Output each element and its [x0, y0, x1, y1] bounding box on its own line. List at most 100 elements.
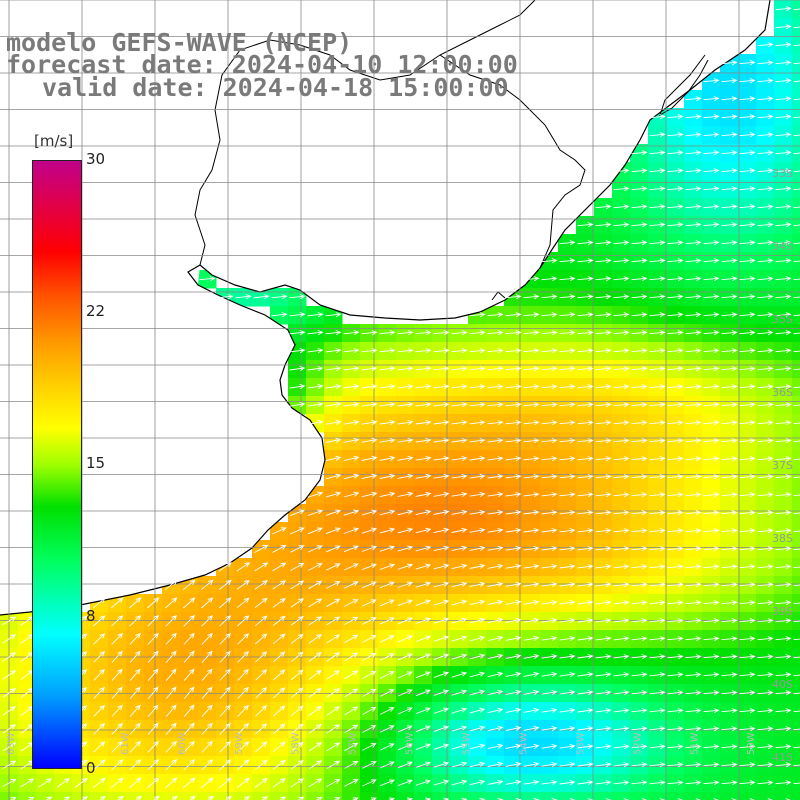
wind-arrow: [559, 276, 576, 282]
wind-arrow: [685, 420, 702, 426]
wind-arrow: [129, 650, 141, 663]
wind-arrow: [559, 725, 576, 732]
wind-arrow: [219, 597, 232, 609]
wind-cell: [234, 792, 253, 800]
wind-arrow: [165, 740, 177, 753]
wind-cell: [774, 792, 793, 800]
wind-arrow: [793, 494, 800, 497]
wind-arrow: [703, 384, 720, 390]
wind-arrow: [415, 617, 432, 624]
wind-arrow: [236, 579, 250, 590]
wind-arrow: [613, 294, 630, 300]
wind-arrow: [487, 617, 504, 624]
longitude-label: 55W: [462, 732, 473, 755]
wind-arrow: [487, 402, 504, 408]
wind-arrow: [451, 707, 468, 714]
wind-arrow: [255, 741, 268, 753]
wind-arrow: [523, 779, 540, 785]
wind-arrow: [649, 330, 666, 336]
wind-arrow: [541, 420, 558, 426]
wind-arrow: [415, 348, 432, 354]
wind-arrow: [631, 204, 648, 210]
wind-arrow: [739, 348, 756, 354]
wind-arrow: [487, 312, 504, 318]
wind-arrow: [577, 780, 594, 786]
wind-arrow: [199, 276, 216, 282]
wind-arrow: [739, 60, 756, 66]
wind-arrow: [721, 492, 738, 498]
wind-arrow: [793, 206, 800, 209]
wind-cell: [684, 792, 703, 800]
wind-arrow: [595, 348, 612, 354]
wind-arrow: [171, 795, 178, 800]
wind-arrow: [631, 330, 648, 336]
wind-arrow: [147, 614, 160, 627]
wind-arrow: [93, 704, 105, 717]
wind-arrow: [541, 528, 558, 534]
wind-arrow: [379, 563, 396, 570]
wind-arrow: [201, 632, 213, 645]
wind-arrow: [308, 598, 323, 608]
wind-arrow: [577, 618, 594, 624]
wind-arrow: [344, 670, 359, 680]
wind-arrow: [415, 330, 432, 336]
wind-arrow: [577, 312, 594, 318]
wind-arrow: [397, 455, 414, 461]
wind-arrow: [703, 240, 720, 246]
wind-arrow: [433, 617, 450, 624]
wind-arrow: [667, 582, 684, 588]
wind-arrow: [685, 186, 702, 192]
wind-arrow: [739, 654, 756, 660]
wind-arrow: [775, 24, 792, 30]
wind-arrow: [577, 707, 594, 714]
wind-arrow: [613, 690, 630, 696]
wind-cell: [378, 792, 397, 800]
wind-arrow: [559, 294, 576, 300]
wind-arrow: [415, 779, 432, 786]
wind-cell: [666, 792, 685, 800]
wind-arrow: [523, 330, 540, 336]
wind-arrow: [344, 616, 359, 625]
wind-arrow: [577, 528, 594, 534]
wind-arrow: [775, 96, 792, 102]
wind-arrow: [343, 437, 360, 443]
wind-arrow: [201, 704, 213, 717]
wind-arrow: [577, 600, 594, 606]
wind-arrow: [469, 491, 486, 498]
wind-arrow: [667, 294, 684, 300]
wind-arrow: [308, 651, 322, 662]
wind-arrow: [757, 258, 774, 264]
wind-arrow: [129, 632, 141, 645]
wind-arrow: [219, 722, 231, 735]
wind-arrow: [235, 294, 252, 300]
wind-arrow: [577, 438, 594, 444]
wind-arrow: [290, 598, 305, 608]
wind-arrow: [613, 726, 630, 732]
wind-arrow: [757, 438, 774, 444]
wind-arrow: [757, 654, 774, 660]
wind-arrows: [2, 6, 800, 800]
wind-arrow: [595, 672, 612, 678]
wind-arrow: [254, 544, 269, 553]
wind-arrow: [775, 276, 792, 282]
colorbar: [32, 160, 82, 769]
wind-arrow: [757, 492, 774, 498]
wind-arrow: [739, 492, 756, 498]
wind-arrow: [757, 636, 774, 642]
wind-arrow: [361, 419, 378, 426]
wind-arrow: [415, 473, 432, 479]
wind-arrow: [703, 708, 720, 714]
wind-arrow: [577, 294, 594, 300]
wind-arrow: [289, 509, 305, 517]
wind-arrow: [649, 510, 666, 516]
wind-arrow: [775, 510, 792, 516]
wind-arrow: [559, 474, 576, 480]
wind-arrow: [135, 795, 142, 800]
wind-arrow: [703, 312, 720, 318]
wind-arrow: [505, 725, 522, 731]
wind-arrow: [111, 704, 123, 717]
wind-arrow: [685, 654, 702, 660]
wind-arrow: [721, 150, 738, 156]
wind-arrow: [433, 599, 450, 606]
wind-cell: [648, 792, 667, 800]
